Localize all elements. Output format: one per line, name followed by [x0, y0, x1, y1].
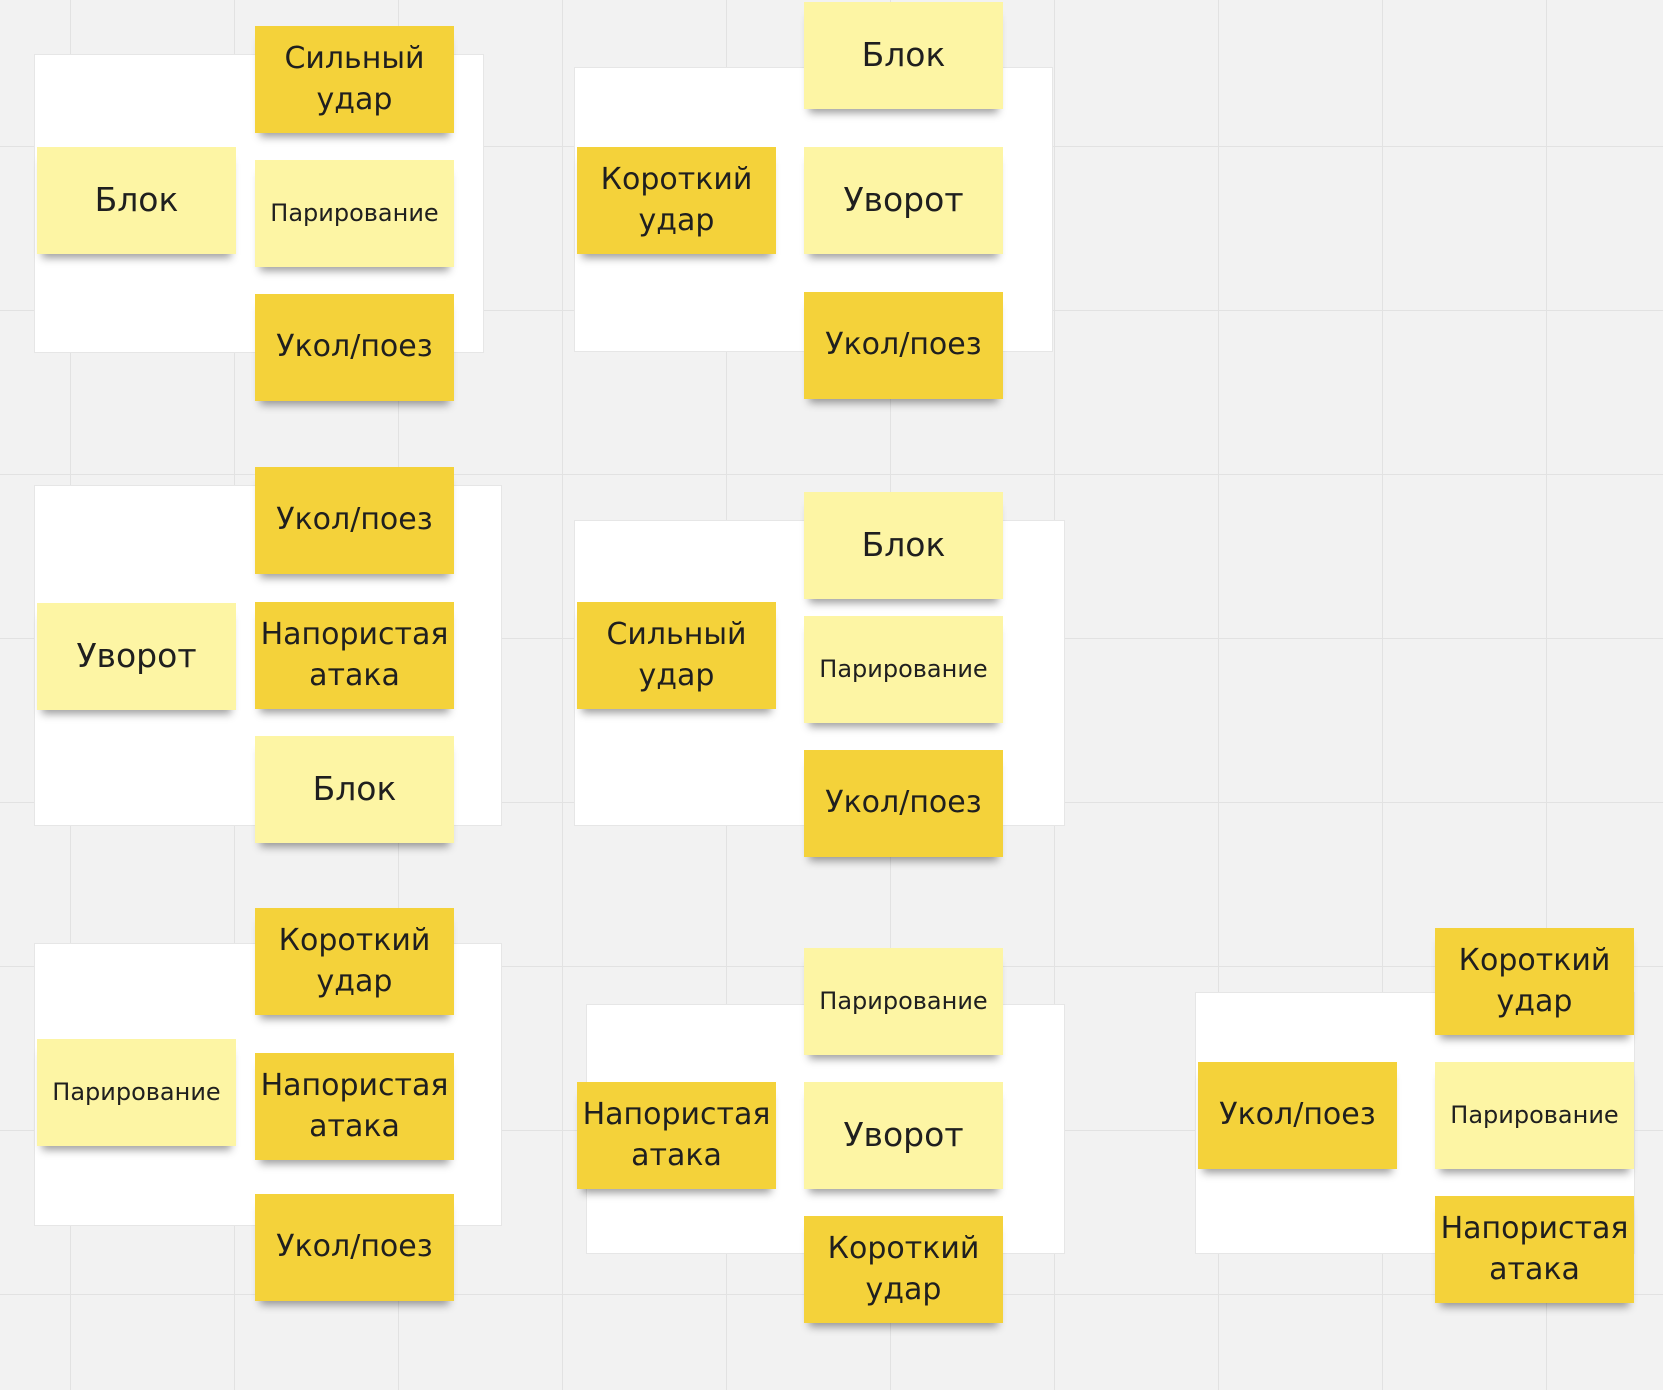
sticky-note-response-2a[interactable]: Блок — [804, 2, 1003, 109]
sticky-note-response-1a[interactable]: Сильный удар — [255, 26, 454, 133]
sticky-note-response-6b[interactable]: Уворот — [804, 1082, 1003, 1189]
sticky-note-source-7[interactable]: Укол/поез — [1198, 1062, 1397, 1169]
sticky-note-source-1[interactable]: Блок — [37, 147, 236, 254]
sticky-note-response-7b[interactable]: Парирование — [1435, 1062, 1634, 1169]
sticky-note-source-4[interactable]: Сильный удар — [577, 602, 776, 709]
sticky-note-response-1b[interactable]: Парирование — [255, 160, 454, 267]
sticky-note-response-5c[interactable]: Укол/поез — [255, 1194, 454, 1301]
sticky-note-source-3[interactable]: Уворот — [37, 603, 236, 710]
sticky-note-source-5[interactable]: Парирование — [37, 1039, 236, 1146]
sticky-note-response-6c[interactable]: Короткий удар — [804, 1216, 1003, 1323]
sticky-note-response-2c[interactable]: Укол/поез — [804, 292, 1003, 399]
sticky-note-response-1c[interactable]: Укол/поез — [255, 294, 454, 401]
sticky-note-response-4c[interactable]: Укол/поез — [804, 750, 1003, 857]
sticky-note-response-3c[interactable]: Блок — [255, 736, 454, 843]
sticky-note-response-3a[interactable]: Укол/поез — [255, 467, 454, 574]
sticky-note-response-4b[interactable]: Парирование — [804, 616, 1003, 723]
sticky-note-source-2[interactable]: Короткий удар — [577, 147, 776, 254]
sticky-note-response-7a[interactable]: Короткий удар — [1435, 928, 1634, 1035]
sticky-note-response-6a[interactable]: Парирование — [804, 948, 1003, 1055]
sticky-note-response-5a[interactable]: Короткий удар — [255, 908, 454, 1015]
sticky-note-response-4a[interactable]: Блок — [804, 492, 1003, 599]
sticky-note-source-6[interactable]: Напористая атака — [577, 1082, 776, 1189]
sticky-note-response-7c[interactable]: Напористая атака — [1435, 1196, 1634, 1303]
sticky-note-response-3b[interactable]: Напористая атака — [255, 602, 454, 709]
sticky-note-response-5b[interactable]: Напористая атака — [255, 1053, 454, 1160]
sticky-note-response-2b[interactable]: Уворот — [804, 147, 1003, 254]
